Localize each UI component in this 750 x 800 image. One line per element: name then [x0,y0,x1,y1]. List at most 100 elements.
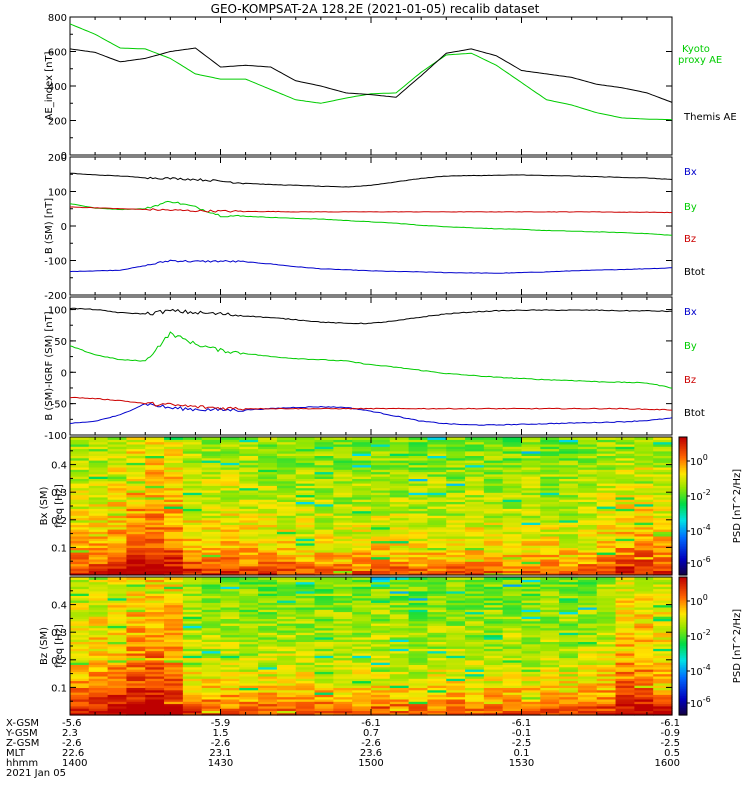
heatmap-cell [70,522,90,525]
heatmap-cell [577,473,598,477]
heatmap-cell [596,703,617,707]
heatmap-cell [220,604,240,608]
heatmap-cell [371,577,391,580]
heatmap-cell [258,453,278,456]
heatmap-cell [276,570,297,574]
heatmap-cell [483,678,504,682]
heatmap-cell [371,689,391,693]
heatmap-cell [634,675,654,679]
heatmap-cell [314,494,334,498]
heatmap-cell [465,483,485,486]
heatmap-cell [653,629,673,633]
heatmap-cell [88,590,109,594]
colorbar-swatch [679,478,687,481]
heatmap-cell [201,650,222,654]
heatmap-cell [126,492,146,496]
heatmap-cell [634,471,654,475]
heatmap-cell [502,568,523,571]
heatmap-cell [540,529,560,532]
heatmap-cell [483,556,504,560]
heatmap-cell [653,698,673,702]
heatmap-cell [577,597,598,601]
heatmap-cell [201,519,222,523]
heatmap-cell [88,568,109,571]
heatmap-cell [653,627,673,631]
heatmap-cell [427,602,447,606]
heatmap-cell [634,597,654,601]
heatmap-cell [389,443,410,447]
heatmap-cell [70,450,90,454]
heatmap-cell [164,565,184,569]
heatmap-cell [314,662,334,665]
heatmap-cell [276,510,297,514]
y-tick-label: -50 [51,400,67,411]
heatmap-cell [465,595,485,599]
heatmap-cell [502,611,523,615]
heatmap-cell [164,515,184,519]
heatmap-cell [559,602,579,606]
heatmap-cell [596,627,617,631]
heatmap-cell [88,453,109,456]
heatmap-cell [352,685,372,688]
heatmap-cell [314,623,334,626]
heatmap-cell [295,701,316,705]
heatmap-cell [559,531,579,535]
heatmap-cell [70,533,90,537]
heatmap-cell [615,524,635,528]
heatmap-cell [408,496,429,500]
heatmap-cell [408,588,429,592]
heatmap-cell [220,556,240,560]
colorbar-swatch [679,649,687,652]
heatmap-cell [352,522,372,525]
colorbar-swatch [679,531,687,535]
heatmap-cell [107,494,128,498]
heatmap-cell [126,590,146,594]
heatmap-cell [107,526,128,530]
heatmap-cell [88,526,109,530]
heatmap-cell [220,671,240,675]
heatmap-cell [634,590,654,594]
heatmap-cell [502,629,523,633]
heatmap-cell [615,515,635,519]
heatmap-cell [502,455,523,459]
heatmap-cell [295,510,316,514]
heatmap-cell [446,641,466,645]
heatmap-cell [314,556,334,560]
heatmap-cell [333,542,353,546]
heatmap-cell [427,450,447,454]
heatmap-cell [446,496,466,500]
heatmap-cell [446,487,466,491]
heatmap-cell [88,469,109,473]
heatmap-cell [559,692,579,695]
heatmap-cell [408,710,429,714]
heatmap-cell [483,558,504,562]
heatmap-cell [182,552,203,555]
heatmap-cell [634,625,654,629]
heatmap-cell [220,659,240,663]
colorbar-swatch [679,440,687,443]
heatmap-cell [559,623,579,626]
heatmap-cell [634,632,654,636]
heatmap-cell [352,627,372,631]
heatmap-cell [220,641,240,645]
heatmap-cell [502,643,523,647]
heatmap-cell [371,487,391,491]
legend-label-by: By [684,202,697,213]
heatmap-cell [634,687,654,691]
heatmap-cell [540,469,560,473]
heatmap-cell [220,643,240,647]
colorbar-swatch [679,620,687,623]
heatmap-cell [653,685,673,688]
heatmap-cell [107,588,128,592]
heatmap-cell [145,469,165,473]
heatmap-cell [352,570,372,574]
heatmap-cell [502,708,523,711]
heatmap-cell [577,492,598,496]
heatmap-cell [540,609,560,613]
colorbar-swatch [679,635,687,638]
panel-4-axes: 0.10.20.30.4Bx (SM) freq [Hz] [39,436,673,576]
colorbar-swatch [679,606,687,609]
heatmap-cell [145,531,165,535]
heatmap-cell [295,590,316,594]
heatmap-cell [70,694,90,698]
